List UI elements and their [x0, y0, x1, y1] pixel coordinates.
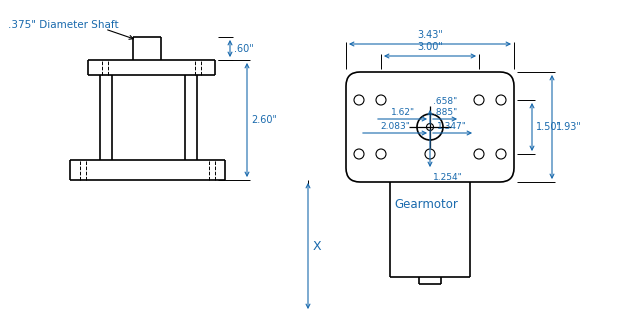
- Text: 1.50": 1.50": [536, 122, 562, 132]
- Text: 2.083": 2.083": [380, 122, 410, 131]
- Text: .375" Diameter Shaft: .375" Diameter Shaft: [8, 20, 118, 30]
- Text: 3.43": 3.43": [417, 30, 443, 40]
- Text: 1.93": 1.93": [556, 122, 582, 132]
- Text: X: X: [313, 239, 322, 252]
- Text: .658": .658": [433, 97, 457, 106]
- Text: Gearmotor: Gearmotor: [394, 197, 458, 211]
- Text: .885": .885": [433, 108, 457, 117]
- Text: 3.00": 3.00": [417, 42, 443, 52]
- Text: .60": .60": [234, 44, 253, 53]
- Text: 1.62": 1.62": [391, 108, 415, 117]
- Text: 1.254": 1.254": [433, 173, 463, 182]
- Text: 1.347": 1.347": [437, 122, 467, 131]
- Text: 2.60": 2.60": [251, 115, 277, 125]
